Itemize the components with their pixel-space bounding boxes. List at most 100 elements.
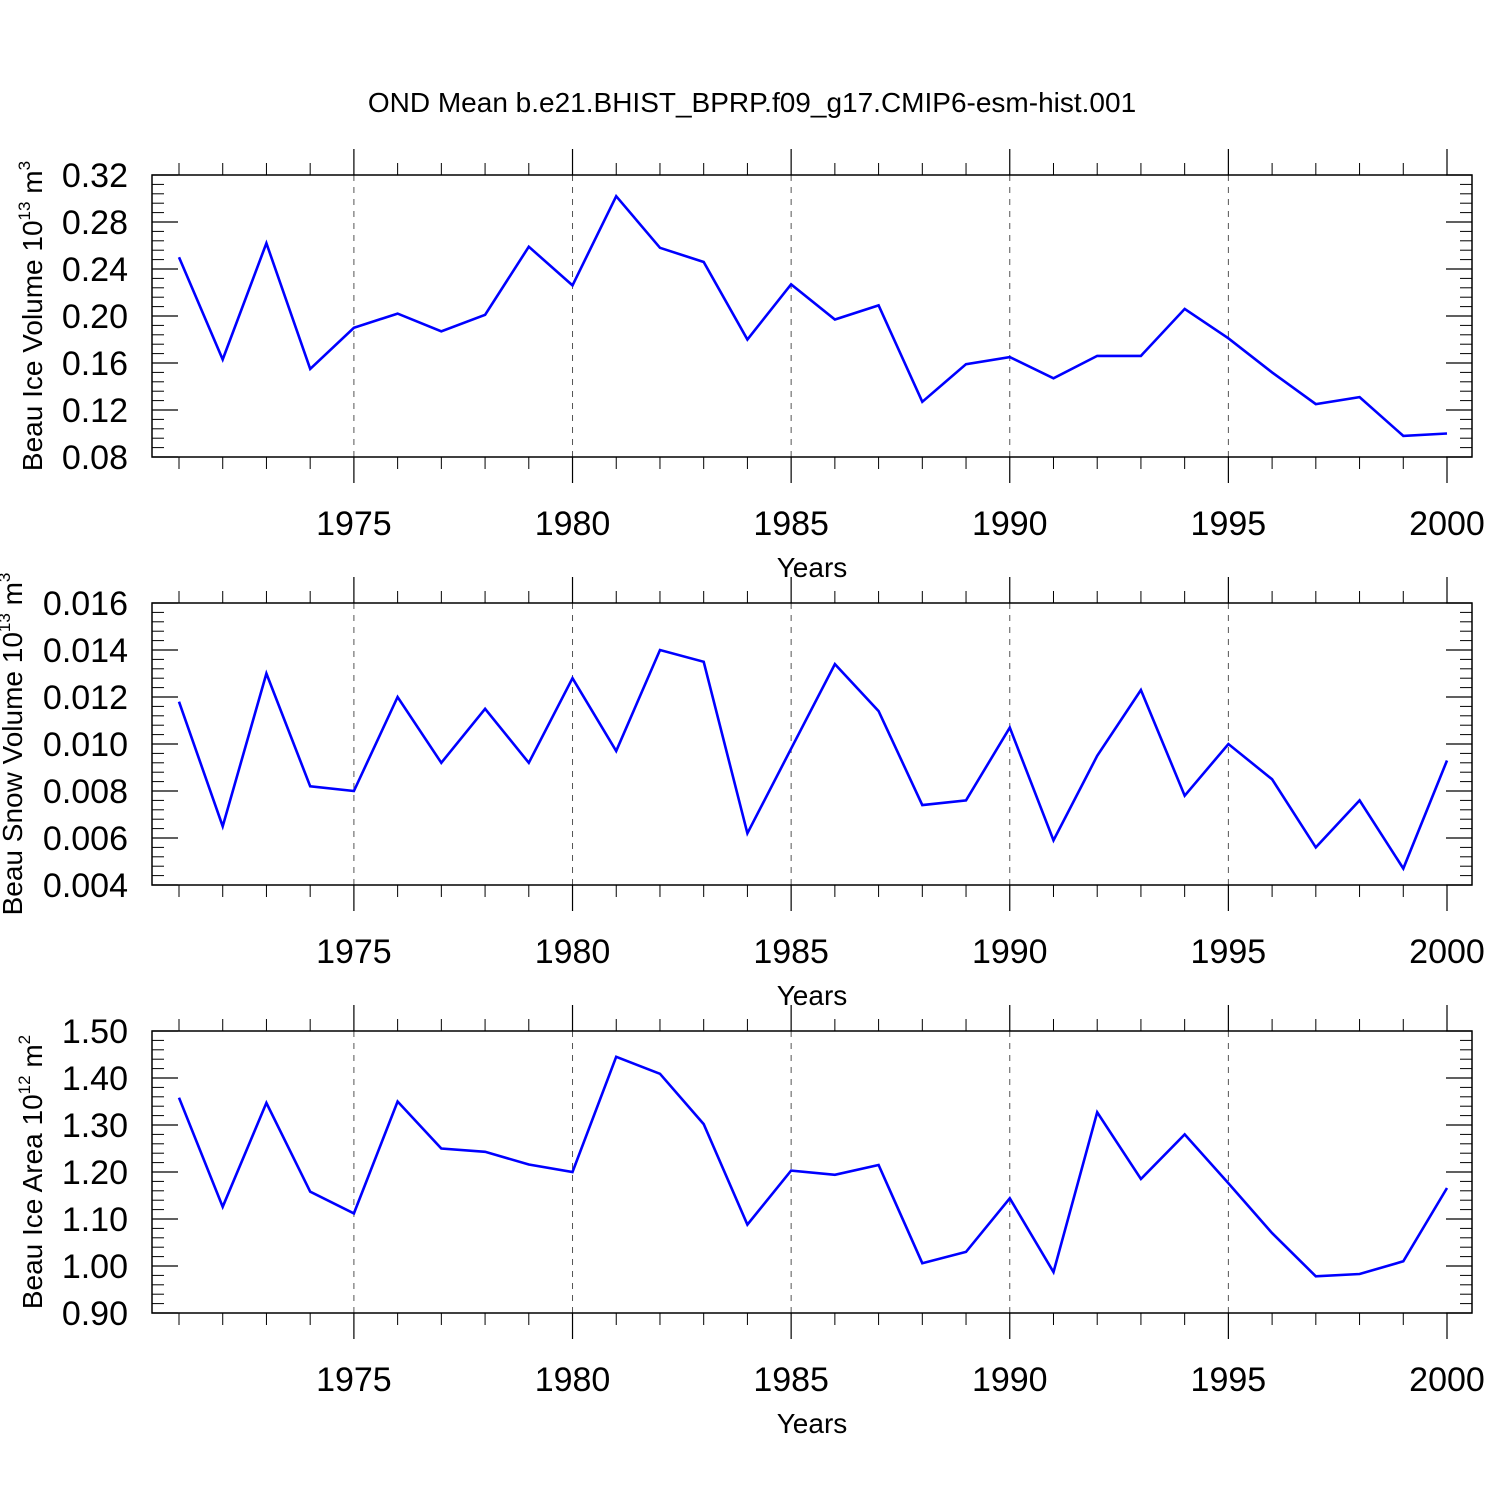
data-point-1995 — [1226, 1181, 1230, 1185]
data-point-1994 — [1183, 307, 1187, 311]
data-point-1990 — [1008, 1196, 1012, 1200]
data-point-1995 — [1226, 742, 1230, 746]
y-axis-label-unit-exponent: 3 — [0, 573, 14, 582]
y-axis-label: Beau Ice Volume 1013 m3 — [15, 161, 48, 471]
x-tick-label: 1990 — [972, 1361, 1048, 1399]
data-point-1994 — [1183, 1132, 1187, 1136]
data-point-1988 — [920, 1261, 924, 1265]
series-line — [177, 1055, 1449, 1278]
data-point-2000 — [1445, 1186, 1449, 1190]
data-point-1989 — [964, 1250, 968, 1254]
y-tick-label: 1.10 — [62, 1201, 128, 1239]
data-point-1999 — [1401, 867, 1405, 871]
y-tick-label: 0.08 — [62, 439, 128, 477]
data-point-1983 — [702, 1122, 706, 1126]
y-tick-label: 0.90 — [62, 1295, 128, 1333]
data-point-1991 — [1051, 838, 1055, 842]
x-tick-label: 2000 — [1409, 1361, 1485, 1399]
data-point-1982 — [658, 246, 662, 250]
data-point-1981 — [614, 194, 618, 198]
x-tick-label: 1990 — [972, 505, 1048, 543]
data-point-1974 — [308, 367, 312, 371]
y-axis-label-main: Beau Snow Volume 10 — [0, 632, 28, 915]
series-line — [177, 193, 1448, 438]
data-point-1977 — [439, 761, 443, 765]
data-point-1984 — [745, 1223, 749, 1227]
y-tick-label: 1.00 — [62, 1248, 128, 1286]
x-tick-label: 1980 — [535, 1361, 611, 1399]
y-axis-label-unit: m — [0, 582, 28, 613]
y-axis-label-exponent: 12 — [15, 1075, 34, 1094]
y-axis-label: Beau Snow Volume 1013 m3 — [0, 573, 28, 916]
x-tick-label: 1990 — [972, 933, 1048, 971]
y-axis-label-unit-exponent: 3 — [15, 161, 34, 170]
data-point-1985 — [789, 1169, 793, 1173]
x-tick-label: 1985 — [753, 933, 829, 971]
data-point-1980 — [571, 283, 575, 287]
data-point-1971 — [177, 1096, 181, 1100]
y-tick-label: 0.004 — [43, 867, 128, 905]
y-tick-label: 1.40 — [62, 1060, 128, 1098]
x-tick-label: 2000 — [1409, 505, 1485, 543]
data-point-1996 — [1270, 777, 1274, 781]
chart-panel-1: 0.08 0.12 0.16 0.20 0.24 0.28 0.32 1975 1980 1985… — [15, 149, 1485, 583]
data-point-1980 — [571, 676, 575, 680]
data-point-1977 — [439, 329, 443, 333]
x-tick-label: 1980 — [535, 505, 611, 543]
data-point-1978 — [483, 313, 487, 317]
y-axis-label: Beau Ice Area 1012 m2 — [15, 1035, 48, 1309]
data-point-1993 — [1139, 688, 1143, 692]
x-axis-label: Years — [777, 980, 848, 1011]
x-tick-label: 1975 — [316, 505, 392, 543]
data-point-1997 — [1314, 1274, 1318, 1278]
y-tick-label: 1.30 — [62, 1107, 128, 1145]
y-tick-label: 1.50 — [62, 1013, 128, 1051]
data-point-1990 — [1008, 726, 1012, 730]
y-tick-label: 0.012 — [43, 679, 128, 717]
data-point-1985 — [789, 747, 793, 751]
y-tick-label: 0.006 — [43, 820, 128, 858]
y-axis-label-main: Beau Ice Area 10 — [17, 1094, 48, 1309]
x-tick-label: 1975 — [316, 1361, 392, 1399]
x-tick-label: 1975 — [316, 933, 392, 971]
y-tick-label: 0.12 — [62, 392, 128, 430]
y-tick-label: 0.16 — [62, 345, 128, 383]
data-point-1982 — [658, 1072, 662, 1076]
data-point-1976 — [396, 1100, 400, 1104]
data-point-1985 — [789, 282, 793, 286]
data-point-1988 — [920, 400, 924, 404]
x-tick-label: 1995 — [1191, 505, 1267, 543]
data-point-1981 — [614, 1055, 618, 1059]
data-point-2000 — [1445, 758, 1449, 762]
data-point-1980 — [571, 1170, 575, 1174]
y-axis-label-exponent: 13 — [15, 202, 34, 221]
data-point-1978 — [483, 1150, 487, 1154]
chart-panel-3: 0.90 1.00 1.10 1.20 1.30 1.40 1.50 1975 1980 1985… — [15, 1005, 1485, 1439]
data-point-1998 — [1358, 798, 1362, 802]
data-point-1984 — [745, 338, 749, 342]
data-point-1972 — [221, 1205, 225, 1209]
data-point-1991 — [1051, 1270, 1055, 1274]
data-point-1989 — [964, 362, 968, 366]
y-tick-label: 0.008 — [43, 773, 128, 811]
data-point-1996 — [1270, 1231, 1274, 1235]
data-point-1998 — [1358, 1272, 1362, 1276]
data-point-1975 — [352, 1211, 356, 1215]
x-tick-label: 1995 — [1191, 933, 1267, 971]
data-point-1998 — [1358, 395, 1362, 399]
data-point-2000 — [1445, 432, 1449, 436]
data-point-1991 — [1051, 376, 1055, 380]
data-point-1981 — [614, 749, 618, 753]
data-point-1992 — [1095, 354, 1099, 358]
data-point-1977 — [439, 1147, 443, 1151]
x-axis-label: Years — [777, 552, 848, 583]
y-tick-label: 1.20 — [62, 1154, 128, 1192]
data-point-1972 — [221, 824, 225, 828]
data-point-1975 — [352, 326, 356, 330]
data-point-1988 — [920, 803, 924, 807]
data-point-1986 — [833, 1173, 837, 1177]
data-point-1974 — [308, 784, 312, 788]
figure-title: OND Mean b.e21.BHIST_BPRP.f09_g17.CMIP6-… — [368, 87, 1136, 118]
x-tick-label: 1980 — [535, 933, 611, 971]
data-point-1986 — [833, 662, 837, 666]
